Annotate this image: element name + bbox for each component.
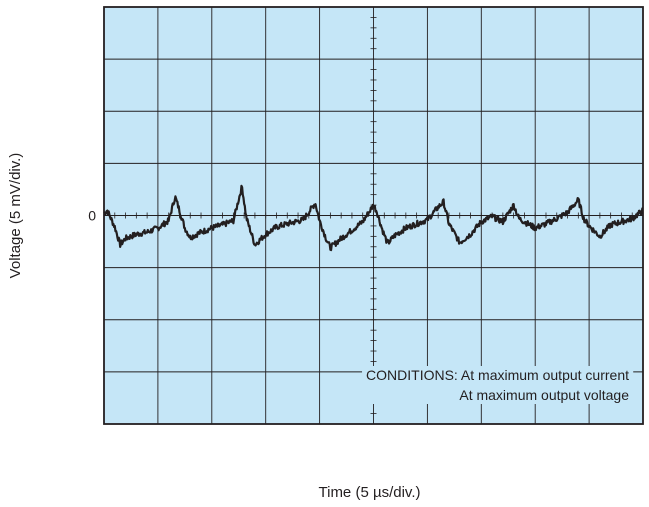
series-line-0 — [103, 184, 644, 252]
y-tick-label: 0 — [88, 208, 96, 224]
annotation-background — [362, 366, 634, 404]
y-axis-label: Voltage (5 mV/div.) — [7, 153, 24, 279]
annotation-line-1: CONDITIONS: At maximum output current — [366, 367, 629, 383]
trace-group — [103, 184, 644, 252]
annotation-line-2: At maximum output voltage — [459, 387, 629, 403]
x-axis-label: Time (5 µs/div.) — [319, 484, 421, 501]
y-tick-labels: 0 — [88, 208, 96, 224]
plot-border — [103, 6, 644, 425]
